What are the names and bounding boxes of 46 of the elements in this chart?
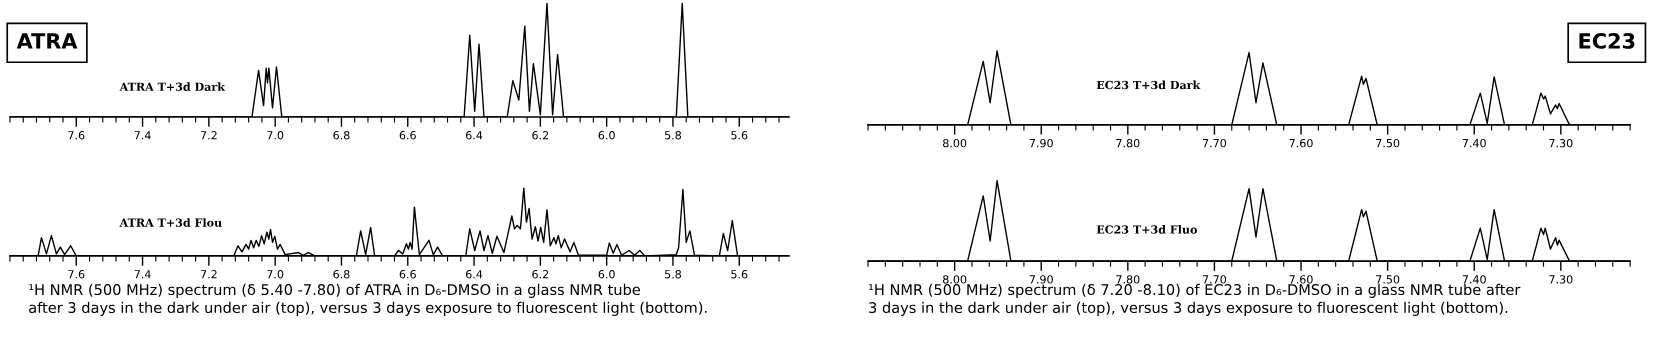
x-tick-label: 7.6	[68, 270, 85, 279]
x-tick-label: 7.80	[1116, 138, 1140, 148]
x-tick-label: 7.60	[1289, 138, 1313, 148]
x-tick-label: 7.90	[1029, 275, 1053, 284]
x-tick-label: 7.40	[1462, 138, 1486, 148]
chart-title: EC23	[1579, 33, 1635, 49]
x-tick-label: 7.0	[267, 131, 284, 140]
text: ¹H NMR (500 MHz) spectrum (δ 7.20 -8.10) of EC23 in D₆-DMSO in a glass NMR tube after 3 days in the dark under air (top), versus 3 days exposure to fluorescent light (bottom).	[869, 283, 1521, 316]
x-tick-label: 7.30	[1549, 275, 1573, 284]
text: ATRA	[16, 33, 78, 49]
x-tick-label: 6.2	[532, 270, 549, 279]
x-tick-label: 7.40	[1462, 275, 1486, 284]
x-tick-label: 5.6	[731, 270, 748, 279]
x-tick-label: 7.2	[200, 131, 217, 140]
x-tick-label: 8.00	[943, 275, 967, 284]
x-tick-label: 7.70	[1202, 275, 1227, 284]
x-tick-label: 7.80	[1116, 275, 1140, 284]
x-tick-label: 8.00	[943, 138, 967, 148]
x-tick-label: 6.0	[598, 131, 615, 140]
x-tick-label: 7.50	[1376, 138, 1400, 148]
x-tick-label: 5.6	[731, 131, 748, 140]
annotation: EC23 T+3d Dark	[1096, 80, 1201, 90]
x-tick-label: 5.8	[664, 131, 682, 140]
x-tick-label: 7.6	[68, 131, 85, 140]
x-tick-label: 6.4	[466, 131, 483, 140]
annotation: ATRA T+3d Dark	[119, 82, 226, 91]
x-tick-label: 7.30	[1549, 138, 1573, 148]
x-tick-label: 7.90	[1029, 138, 1053, 148]
x-tick-label: 7.50	[1376, 275, 1400, 284]
text: ¹H NMR (500 MHz) spectrum (δ 5.40 -7.80) of ATRA in D₆-DMSO in a glass NMR tube after 3 days in the dark under air (top), versus 3 days exposure to fluorescent light (bottom).	[29, 283, 707, 316]
x-tick-label: 7.70	[1202, 138, 1227, 148]
x-tick-label: 6.0	[598, 270, 615, 279]
x-tick-label: 5.8	[664, 270, 682, 279]
x-tick-label: 7.4	[134, 270, 151, 279]
x-tick-label: 7.60	[1289, 275, 1313, 284]
x-tick-label: 7.4	[134, 131, 151, 140]
x-tick-label: 6.8	[333, 270, 350, 279]
x-tick-label: 6.6	[399, 131, 416, 140]
annotation: EC23 T+3d Fluo	[1096, 225, 1197, 234]
x-tick-label: 6.8	[333, 131, 350, 140]
x-tick-label: 7.0	[267, 270, 284, 279]
x-tick-label: 6.6	[399, 270, 416, 279]
x-tick-label: 6.4	[466, 270, 483, 279]
x-tick-label: 6.2	[532, 131, 549, 140]
x-tick-label: 7.2	[200, 270, 217, 279]
annotation: ATRA T+3d Flou	[119, 218, 222, 227]
